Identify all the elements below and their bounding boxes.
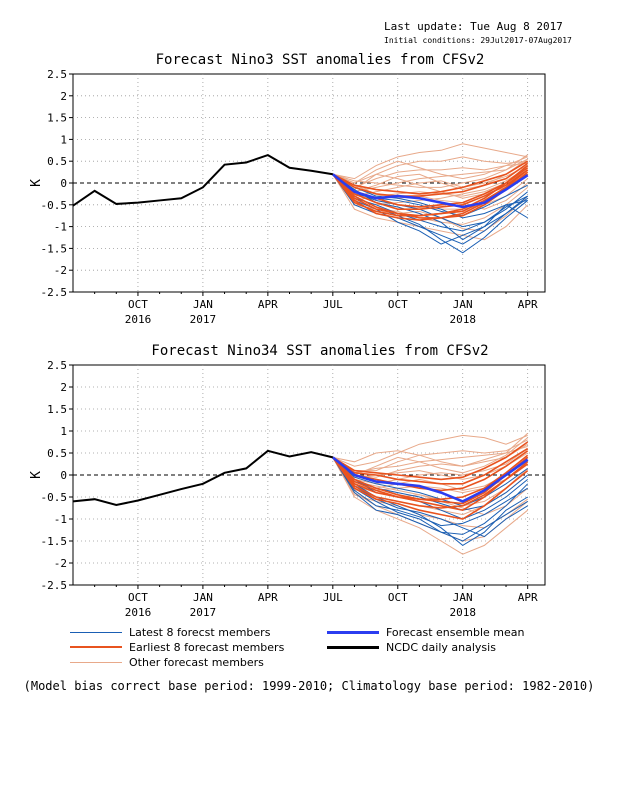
last-update-text: Last update: Tue Aug 8 2017 bbox=[384, 20, 563, 33]
nino3-y-tick-label: -1 bbox=[54, 221, 67, 234]
nino34-y-tick-label: -1 bbox=[54, 513, 67, 526]
nino34-x-tick-label: APR bbox=[258, 591, 278, 604]
legend-item-latest: Latest 8 forecst members bbox=[70, 625, 270, 639]
legend-label-latest: Latest 8 forecst members bbox=[129, 625, 271, 639]
nino34-other-member-line bbox=[332, 437, 528, 476]
nino34-earliest-member-line bbox=[332, 454, 529, 501]
nino3-y-tick-label: -0.5 bbox=[41, 199, 68, 212]
nino3-latest-member-line bbox=[332, 173, 528, 245]
nino3-ensemble-mean-line bbox=[332, 173, 529, 209]
nino34-other-member-line bbox=[332, 452, 528, 480]
nino34-y-tick-label: 2 bbox=[60, 381, 67, 394]
nino3-y-tick-label: -2.5 bbox=[41, 286, 68, 299]
nino34-earliest-member-line bbox=[332, 441, 529, 481]
nino34-other-member-line bbox=[332, 434, 528, 467]
legend-item-earliest: Earliest 8 forecast members bbox=[70, 640, 284, 654]
nino34-latest-member-line bbox=[332, 457, 528, 538]
nino3-other-member-line bbox=[332, 156, 528, 188]
nino34-other-member-line bbox=[332, 448, 528, 485]
nino34-y-tick-label: 2.5 bbox=[47, 359, 67, 372]
legend-label-mean: Forecast ensemble mean bbox=[386, 625, 525, 639]
nino34-x-year-label: 2016 bbox=[125, 606, 152, 619]
legend-item-mean: Forecast ensemble mean bbox=[327, 625, 525, 639]
nino34-latest-member-line bbox=[332, 457, 529, 535]
nino34-ensemble-mean-line bbox=[331, 456, 529, 503]
legend-label-analysis: NCDC daily analysis bbox=[386, 640, 496, 654]
nino34-x-year-label: 2017 bbox=[190, 606, 217, 619]
nino34-x-tick-label: OCT bbox=[128, 591, 148, 604]
legend-swatch-latest bbox=[70, 631, 122, 633]
nino3-y-tick-label: -1.5 bbox=[41, 242, 68, 255]
nino3-x-tick-label: JUL bbox=[323, 298, 343, 311]
nino3-latest-member-line bbox=[332, 173, 528, 245]
charts-canvas: 2.521.510.50-0.5-1-1.5-2-2.5OCT2016JAN20… bbox=[29, 68, 546, 619]
nino3-x-tick-label: APR bbox=[258, 298, 278, 311]
nino3-other-member-line bbox=[332, 156, 528, 184]
nino3-x-tick-label: JAN bbox=[193, 298, 213, 311]
legend-item-analysis: NCDC daily analysis bbox=[327, 640, 496, 654]
nino3-other-member-line bbox=[332, 143, 528, 180]
nino34-y-tick-label: -2 bbox=[54, 557, 67, 570]
nino3-other-member-line bbox=[332, 173, 528, 210]
nino34-y-tick-label: -2.5 bbox=[41, 579, 68, 592]
nino3-y-tick-label: -2 bbox=[54, 264, 67, 277]
legend-item-other: Other forecast members bbox=[70, 655, 264, 669]
nino3-chart-title: Forecast Nino3 SST anomalies from CFSv2 bbox=[155, 52, 485, 68]
nino34-y-axis-label: K bbox=[29, 471, 44, 479]
legend-label-other: Other forecast members bbox=[129, 655, 264, 669]
nino34-x-tick-label: JAN bbox=[453, 591, 473, 604]
nino34-y-tick-label: -0.5 bbox=[41, 491, 68, 504]
nino34-earliest-member-line bbox=[332, 456, 529, 509]
nino3-other-member-line bbox=[332, 174, 529, 241]
nino3-x-tick-label: APR bbox=[518, 298, 538, 311]
nino3-x-tick-label: OCT bbox=[128, 298, 148, 311]
nino3-earliest-member-line bbox=[332, 169, 529, 210]
footnote: (Model bias correct base period: 1999-20… bbox=[23, 679, 595, 693]
nino3-x-year-label: 2018 bbox=[449, 313, 476, 326]
nino3-other-member-line bbox=[332, 158, 528, 193]
nino3-y-tick-label: 2 bbox=[60, 90, 67, 103]
nino34-y-tick-label: 0 bbox=[60, 469, 67, 482]
nino34-earliest-member-line bbox=[332, 447, 529, 485]
nino3-x-year-label: 2016 bbox=[125, 313, 152, 326]
nino3-earliest-member-line bbox=[332, 160, 529, 195]
legend-swatch-other bbox=[70, 661, 122, 663]
nino3-x-tick-label: OCT bbox=[388, 298, 408, 311]
legend-swatch-analysis bbox=[327, 645, 379, 649]
nino34-earliest-member-line bbox=[332, 456, 529, 520]
nino3-y-tick-label: 1 bbox=[60, 133, 67, 146]
nino3-y-tick-label: 0.5 bbox=[47, 155, 67, 168]
nino34-latest-member-line bbox=[332, 457, 528, 507]
nino34-x-tick-label: OCT bbox=[388, 591, 408, 604]
nino34-other-member-line bbox=[332, 445, 528, 467]
nino3-x-tick-label: JAN bbox=[453, 298, 473, 311]
nino3-y-tick-label: 2.5 bbox=[47, 68, 67, 81]
nino34-x-tick-label: APR bbox=[518, 591, 538, 604]
nino34-y-tick-label: 1.5 bbox=[47, 403, 67, 416]
nino3-y-axis-label: K bbox=[29, 179, 44, 187]
nino34-latest-member-line bbox=[332, 457, 528, 527]
legend-label-earliest: Earliest 8 forecast members bbox=[129, 640, 285, 654]
nino3-earliest-member-line bbox=[332, 162, 529, 197]
nino3-y-tick-label: 0 bbox=[60, 177, 67, 190]
nino3-y-tick-label: 1.5 bbox=[47, 112, 67, 125]
nino34-y-tick-label: 1 bbox=[60, 425, 67, 438]
nino34-earliest-member-line bbox=[332, 456, 529, 512]
nino34-other-member-line bbox=[332, 457, 528, 555]
nino34-x-year-label: 2018 bbox=[449, 606, 476, 619]
legend: Latest 8 forecst members Earliest 8 fore… bbox=[70, 625, 590, 669]
nino3-x-year-label: 2017 bbox=[190, 313, 217, 326]
nino3-other-member-line bbox=[332, 160, 528, 184]
nino34-x-tick-label: JUL bbox=[323, 591, 343, 604]
nino34-chart-title: Forecast Nino34 SST anomalies from CFSv2 bbox=[151, 343, 489, 359]
nino3-analysis-line bbox=[72, 154, 333, 207]
nino34-x-tick-label: JAN bbox=[193, 591, 213, 604]
nino34-analysis-line bbox=[72, 449, 334, 506]
legend-swatch-earliest bbox=[70, 646, 122, 648]
nino34-y-tick-label: 0.5 bbox=[47, 447, 67, 460]
nino34-y-tick-label: -1.5 bbox=[41, 535, 68, 548]
initial-conditions-text: Initial conditions: 29Jul2017-07Aug2017 bbox=[384, 36, 572, 45]
legend-swatch-mean bbox=[327, 630, 379, 634]
